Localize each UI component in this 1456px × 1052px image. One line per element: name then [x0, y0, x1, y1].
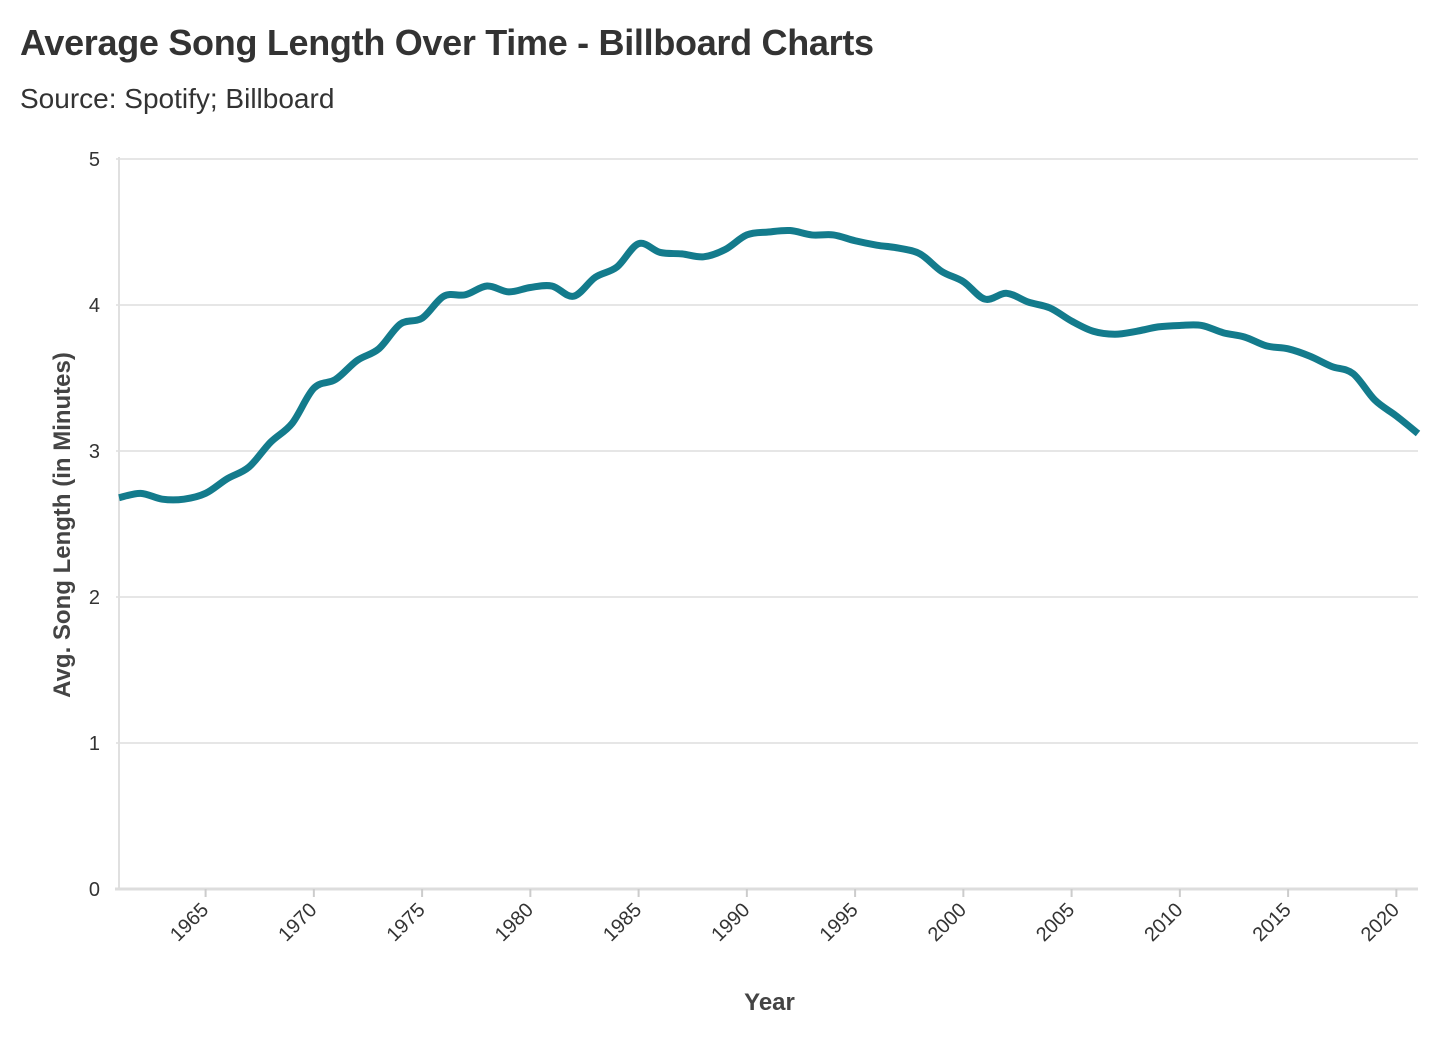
data-point-1990: [744, 232, 750, 238]
data-point-2005: [1069, 318, 1075, 324]
data-point-1987: [679, 251, 685, 257]
data-point-1966: [224, 476, 230, 482]
data-point-1961: [116, 495, 122, 501]
y-tick-labels: 0 1 2 3 4 5: [89, 149, 100, 901]
axes: [115, 157, 1418, 897]
data-point-1971: [333, 376, 339, 382]
x-tick-label: 1985: [599, 899, 646, 946]
data-point-2016: [1307, 353, 1313, 359]
y-axis-title: Avg. Song Length (in Minutes): [49, 352, 76, 698]
data-point-1997: [895, 245, 901, 251]
y-tick-label: 1: [89, 733, 100, 755]
data-point-2011: [1199, 322, 1205, 328]
data-point-1989: [722, 247, 728, 253]
data-point-1965: [203, 490, 209, 496]
data-point-1999: [939, 268, 945, 274]
data-point-2017: [1328, 363, 1334, 369]
data-points: [116, 228, 1421, 503]
data-point-1970: [311, 385, 317, 391]
x-tick-label: 1970: [274, 899, 321, 946]
x-tick-label: 2000: [924, 899, 971, 946]
data-point-1979: [506, 289, 512, 295]
data-point-1967: [246, 464, 252, 470]
data-point-1973: [376, 346, 382, 352]
data-point-1974: [397, 321, 403, 327]
x-tick-labels: 1965 1970 1975 1980 1985 1990 1995 2000 2005 2010…: [166, 899, 1404, 946]
y-tick-label: 2: [89, 587, 100, 609]
data-point-1983: [592, 274, 598, 280]
data-point-1993: [809, 232, 815, 238]
data-point-1991: [766, 229, 772, 235]
data-point-2018: [1350, 371, 1356, 377]
data-point-2002: [1004, 290, 1010, 296]
data-point-1981: [549, 283, 555, 289]
chart-title: Average Song Length Over Time - Billboar…: [20, 22, 874, 63]
data-point-2012: [1220, 330, 1226, 336]
x-tick-label: 1990: [707, 899, 754, 946]
x-tick-label: 2020: [1357, 899, 1404, 946]
data-point-1978: [484, 283, 490, 289]
data-point-1968: [268, 439, 274, 445]
series-layer: [118, 226, 1421, 504]
y-tick-label: 0: [89, 879, 100, 901]
data-point-1963: [159, 496, 165, 502]
data-point-2004: [1047, 305, 1053, 311]
data-point-2015: [1285, 346, 1291, 352]
y-tick-label: 3: [89, 441, 100, 463]
y-tick-label: 5: [89, 149, 100, 171]
data-point-2009: [1155, 324, 1161, 330]
data-point-2003: [1025, 299, 1031, 305]
series-line: [118, 226, 1421, 504]
data-point-2020: [1393, 413, 1399, 419]
data-point-1977: [462, 292, 468, 298]
data-point-1962: [138, 490, 144, 496]
x-tick-label: 1965: [166, 899, 213, 946]
data-point-2001: [982, 296, 988, 302]
data-point-2000: [960, 279, 966, 285]
data-point-1964: [181, 496, 187, 502]
data-point-2008: [1134, 328, 1140, 334]
data-point-1985: [636, 241, 642, 247]
x-axis-title: Year: [744, 989, 795, 1016]
data-point-1975: [419, 315, 425, 321]
data-point-2006: [1090, 328, 1096, 334]
data-point-2007: [1112, 331, 1118, 337]
data-point-2021: [1415, 430, 1421, 436]
data-point-2019: [1372, 397, 1378, 403]
data-point-2010: [1177, 322, 1183, 328]
data-point-1986: [657, 249, 663, 255]
y-tick-label: 4: [89, 295, 100, 317]
data-point-1976: [441, 293, 447, 299]
x-tick-label: 2010: [1140, 899, 1187, 946]
data-point-1995: [852, 238, 858, 244]
data-point-1980: [527, 284, 533, 290]
x-tick-label: 1995: [816, 899, 863, 946]
data-point-1972: [354, 357, 360, 363]
data-point-2013: [1242, 334, 1248, 340]
data-point-1988: [701, 254, 707, 260]
data-point-1996: [874, 242, 880, 248]
chart-subtitle: Source: Spotify; Billboard: [20, 83, 335, 114]
x-tick-label: 2005: [1032, 899, 1079, 946]
x-tick-label: 2015: [1249, 899, 1296, 946]
data-point-1969: [289, 420, 295, 426]
data-point-2014: [1263, 343, 1269, 349]
data-point-1992: [787, 228, 793, 234]
data-point-1998: [917, 251, 923, 257]
data-point-1994: [830, 232, 836, 238]
gridlines: [116, 158, 1418, 744]
x-tick-label: 1975: [383, 899, 430, 946]
x-tick-label: 1980: [491, 899, 538, 946]
data-point-1984: [614, 264, 620, 270]
data-point-1982: [571, 293, 577, 299]
